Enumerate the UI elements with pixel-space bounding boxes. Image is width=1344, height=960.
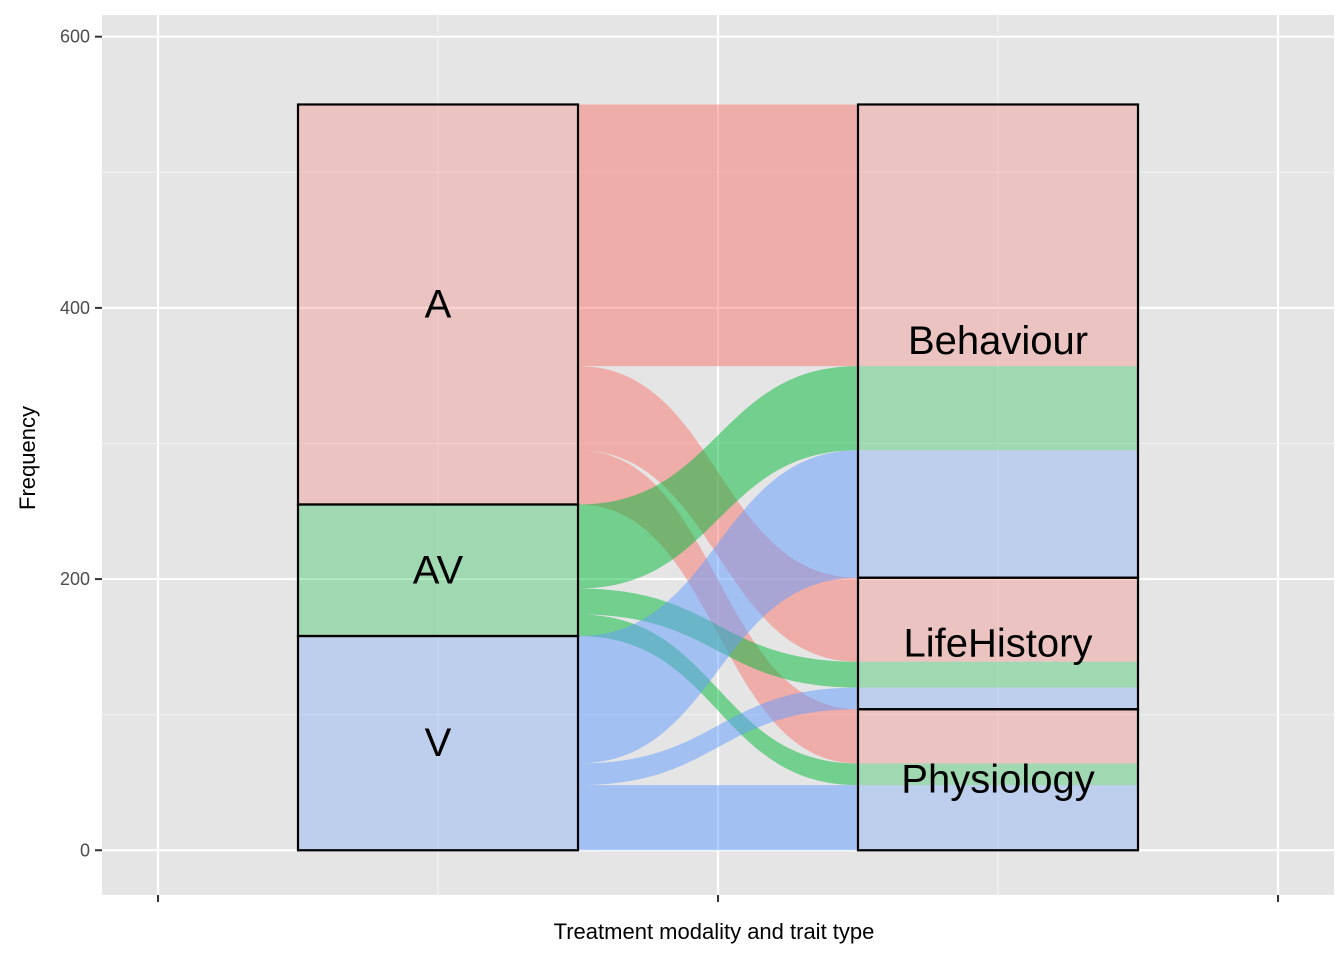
stratum-fill-lifehistory-av [858, 661, 1138, 688]
stratum-fill-physiology-av [858, 763, 1138, 786]
stratum-fill-behaviour-v [858, 450, 1138, 578]
stratum-fill-lifehistory-v [858, 687, 1138, 710]
stratum-fill-lifehistory-a [858, 577, 1138, 662]
flow-a-to-behaviour [578, 104, 858, 367]
stratum-box-v [296, 634, 580, 852]
y-axis-title: Frequency [15, 406, 40, 510]
flow-av-to-physiology [578, 614, 858, 786]
stratum-label-lifehistory: LifeHistory [904, 621, 1093, 665]
stratum-fill-behaviour-av [858, 366, 1138, 451]
stratum-label-physiology: Physiology [901, 758, 1094, 802]
stratum-label-av: AV [413, 548, 464, 592]
y-tick-label: 0 [80, 840, 90, 860]
flows [578, 104, 858, 851]
flow-v-to-lifehistory [578, 687, 858, 786]
stratum-label-behaviour: Behaviour [908, 319, 1088, 363]
stratum-fill-physiology-v [858, 785, 1138, 851]
y-tick-label: 200 [60, 569, 90, 589]
flow-v-to-behaviour [578, 450, 858, 764]
stratum-fill-a [298, 104, 578, 505]
x-axis [157, 895, 1279, 902]
x-axis-title: Treatment modality and trait type [554, 919, 875, 944]
stratum-fill-physiology-a [858, 709, 1138, 764]
flow-v-to-physiology [578, 785, 858, 851]
stratum-label-a: A [425, 282, 452, 326]
stratum-label-v: V [425, 721, 452, 765]
strata: A AV V Behaviour LifeHistory Physiology [296, 103, 1140, 852]
stratum-fill-av [298, 504, 578, 637]
stratum-fill-behaviour-a [858, 104, 1138, 367]
flow-av-to-behaviour [578, 366, 858, 589]
y-axis: 0 200 400 600 [60, 27, 102, 860]
y-tick-label: 400 [60, 298, 90, 318]
y-tick-label: 600 [60, 27, 90, 47]
stratum-fill-v [298, 636, 578, 851]
stratum-box-physiology [856, 708, 1140, 852]
